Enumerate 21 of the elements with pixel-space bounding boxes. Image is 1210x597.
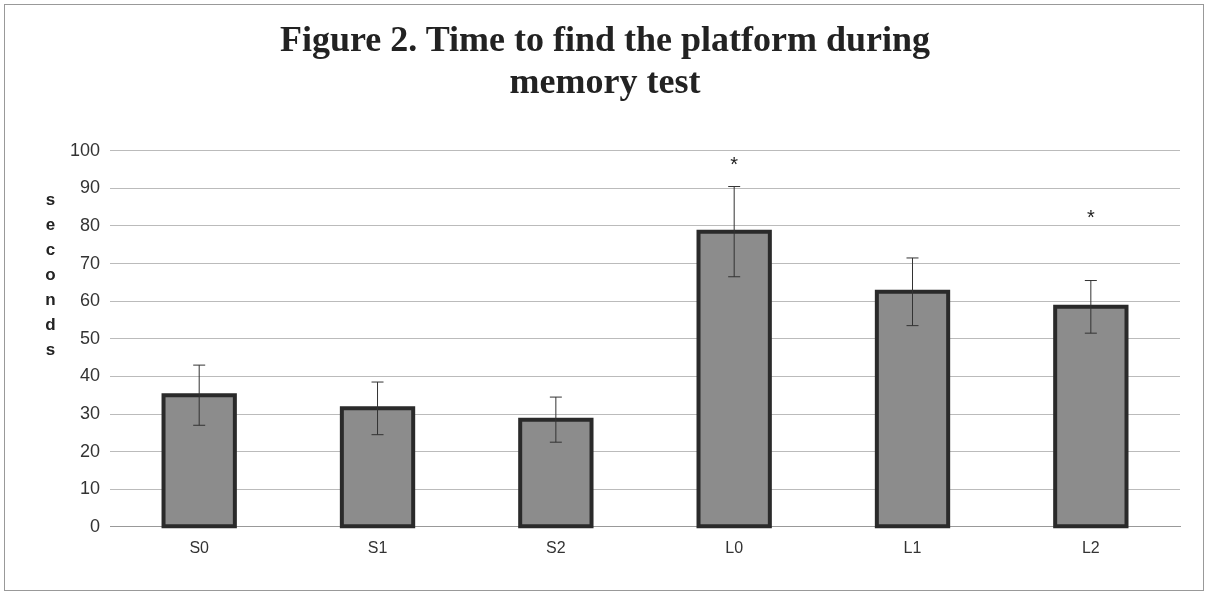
y-tick-label: 10: [80, 478, 101, 499]
x-tick-label: L1: [903, 538, 922, 556]
y-tick-label: 80: [80, 214, 101, 235]
y-tick-label: 90: [80, 177, 101, 198]
y-tick-label: 20: [80, 440, 101, 461]
annotation: *: [1086, 206, 1095, 228]
y-tick-label: 60: [80, 290, 101, 311]
x-tick-label: S2: [546, 538, 566, 556]
x-tick-label: S0: [189, 538, 210, 556]
y-tick-label: 100: [69, 139, 101, 160]
chart-title: Figure 2. Time to find the platform during memory test: [279, 18, 931, 102]
y-tick-label: 0: [90, 515, 101, 536]
y-tick-label: 40: [80, 365, 101, 386]
y-tick-label: 50: [80, 327, 101, 348]
y-tick-label: 30: [80, 402, 101, 423]
x-tick-label: L0: [725, 538, 744, 556]
x-tick-label: L2: [1081, 538, 1100, 556]
y-tick-label: 70: [80, 252, 101, 273]
annotation: *: [730, 153, 739, 176]
y-axis-title: seconds: [40, 190, 60, 365]
x-tick-label: S1: [367, 538, 388, 556]
